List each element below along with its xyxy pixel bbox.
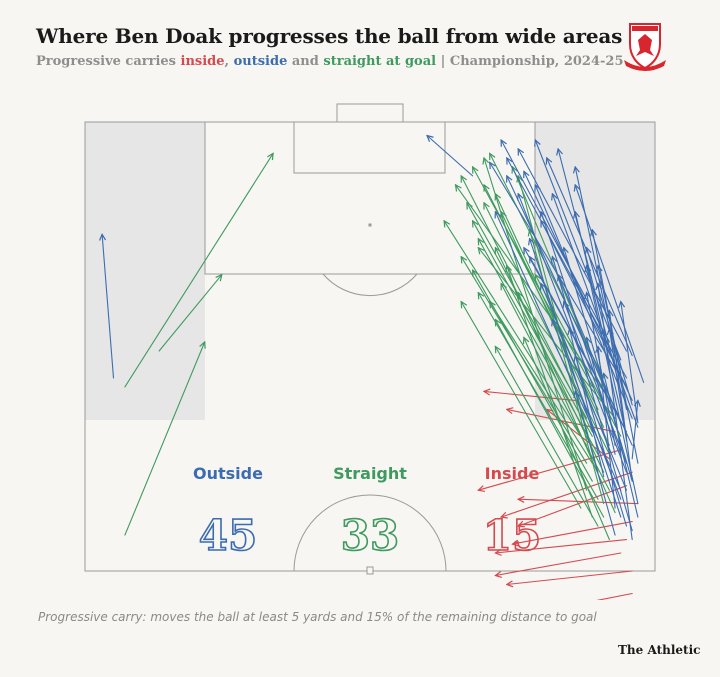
carry-arrow-inside xyxy=(484,391,576,401)
carry-arrow-inside xyxy=(518,485,628,526)
centre-circle xyxy=(293,494,447,572)
six-yard-box xyxy=(293,121,446,174)
carry-arrow-outside xyxy=(598,347,616,509)
count-value-straight: 33 xyxy=(341,511,399,560)
carry-arrow-straight xyxy=(490,302,593,464)
carry-arrow-outside xyxy=(570,329,605,478)
carry-arrow-straight xyxy=(524,338,610,541)
count-value-outside: 45 xyxy=(199,511,257,560)
legend-straight: straight at goal xyxy=(323,54,437,69)
middlesbrough-crest-icon xyxy=(624,23,666,71)
count-label-straight: Straight xyxy=(333,464,407,483)
carry-arrow-outside xyxy=(604,373,639,518)
carry-arrow-straight xyxy=(507,266,593,518)
goal xyxy=(336,103,404,123)
carry-arrow-straight xyxy=(444,221,588,446)
subtitle-prefix: Progressive carries xyxy=(36,54,181,69)
carry-arrow-inside xyxy=(478,449,622,490)
carry-arrow-inside xyxy=(518,499,639,505)
carry-arrow-outside xyxy=(609,329,628,442)
carry-arrow-outside xyxy=(535,185,633,419)
carry-arrow-outside xyxy=(598,266,622,374)
legend-outside: outside xyxy=(233,54,288,69)
carry-arrow-straight xyxy=(158,275,222,352)
wide-zone-left xyxy=(85,122,205,420)
carry-arrows xyxy=(102,136,645,600)
penalty-arc xyxy=(322,273,418,296)
carry-arrow-straight xyxy=(478,248,616,419)
count-label-inside: Inside xyxy=(485,464,540,483)
carry-arrow-outside xyxy=(575,356,628,527)
carry-arrow-outside xyxy=(501,140,610,343)
pitch-chart: Outside Straight Inside 45 33 15 xyxy=(84,103,656,600)
carry-arrow-outside xyxy=(631,400,638,460)
legend-inside: inside xyxy=(180,54,225,69)
chart-subtitle: Progressive carries inside, outside and … xyxy=(36,54,624,69)
carry-arrow-straight xyxy=(495,347,599,527)
carry-arrow-outside xyxy=(102,234,115,379)
carry-arrow-outside xyxy=(427,136,474,177)
carry-arrow-outside xyxy=(575,212,628,437)
carry-arrow-inside xyxy=(495,539,628,553)
carry-arrow-outside xyxy=(575,391,616,536)
carry-arrow-straight xyxy=(484,158,588,491)
carry-arrow-outside xyxy=(575,185,645,383)
carry-arrow-inside xyxy=(495,552,622,576)
centre-spot xyxy=(366,566,374,575)
carry-arrow-straight xyxy=(473,221,593,437)
carry-arrow-outside xyxy=(598,284,633,541)
count-value-inside: 15 xyxy=(483,511,541,560)
carry-arrow-straight xyxy=(461,176,593,433)
carry-arrow-inside xyxy=(501,471,633,517)
chart-title: Where Ben Doak progresses the ball from … xyxy=(36,24,623,48)
carry-arrow-straight xyxy=(461,302,582,509)
footnote: Progressive carry: moves the ball at lea… xyxy=(38,610,597,624)
carry-arrow-outside xyxy=(587,338,616,455)
carry-arrow-inside xyxy=(507,570,633,585)
carry-arrow-outside xyxy=(564,302,628,464)
carry-arrow-outside xyxy=(541,284,628,491)
penalty-spot xyxy=(368,223,372,227)
carry-arrow-outside xyxy=(541,221,628,388)
brand-logo: The Athletic xyxy=(618,643,701,657)
subtitle-sep-1: , xyxy=(224,54,234,69)
carry-arrow-straight xyxy=(124,342,205,536)
subtitle-suffix: | Championship, 2024-25 xyxy=(436,54,624,69)
carry-arrow-inside xyxy=(596,592,633,600)
carry-arrow-straight xyxy=(473,167,593,388)
subtitle-sep-2: and xyxy=(287,54,324,69)
count-label-outside: Outside xyxy=(193,464,263,483)
carry-arrow-outside xyxy=(535,140,622,361)
carry-arrow-outside xyxy=(587,248,633,406)
carry-arrow-straight xyxy=(124,153,273,388)
